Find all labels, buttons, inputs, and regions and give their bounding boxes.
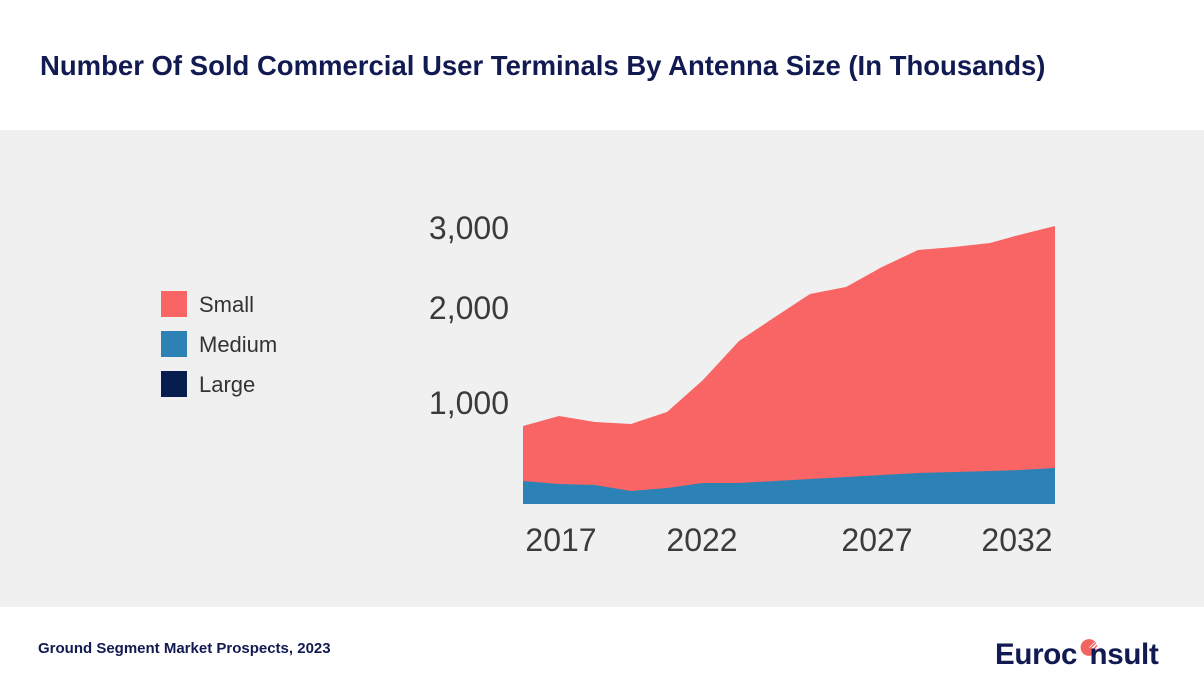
svg-text:nsult: nsult: [1090, 638, 1159, 670]
svg-text:Euroc: Euroc: [995, 638, 1077, 670]
